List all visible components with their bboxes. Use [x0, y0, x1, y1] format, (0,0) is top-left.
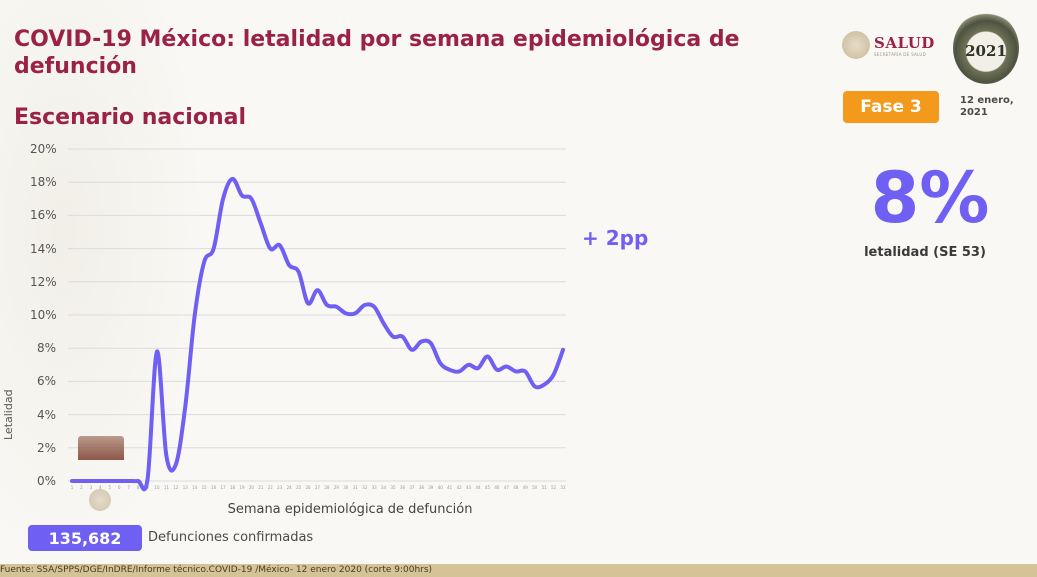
x-tick-label: 52 — [551, 485, 557, 490]
y-tick-label: 8% — [36, 341, 56, 356]
x-tick-label: 43 — [466, 485, 472, 490]
change-annotation: + 2pp — [582, 226, 649, 250]
national-seal-icon — [842, 31, 870, 59]
y-tick-label: 18% — [30, 175, 57, 190]
year-2021-logo: 2021 — [953, 12, 1019, 84]
monument-illustration-icon — [78, 436, 124, 460]
x-tick-label: 4 — [99, 485, 102, 490]
x-tick-label: 16 — [211, 485, 217, 490]
x-tick-label: 24 — [287, 485, 293, 490]
y-tick-label: 16% — [30, 208, 57, 223]
x-tick-label: 29 — [334, 485, 340, 490]
x-tick-label: 44 — [475, 485, 481, 490]
x-tick-label: 18 — [230, 485, 236, 490]
x-tick-label: 8 — [137, 485, 140, 490]
salud-logo-name: SALUD — [874, 33, 935, 52]
x-tick-label: 2 — [80, 485, 83, 490]
x-tick-label: 35 — [390, 485, 396, 490]
phase-badge: Fase 3 — [843, 91, 939, 123]
x-tick-label: 11 — [164, 485, 170, 490]
x-tick-label: 13 — [183, 485, 189, 490]
page-subtitle: Escenario nacional — [14, 105, 247, 130]
x-tick-label: 19 — [239, 485, 245, 490]
x-tick-label: 28 — [324, 485, 330, 490]
x-tick-label: 34 — [381, 485, 387, 490]
y-tick-label: 0% — [36, 474, 56, 488]
x-tick-label: 14 — [192, 485, 198, 490]
x-tick-label: 48 — [513, 485, 519, 490]
x-tick-label: 22 — [268, 485, 274, 490]
x-tick-label: 39 — [428, 485, 434, 490]
salud-logo: SALUD SECRETARÍA DE SALUD — [842, 28, 938, 62]
x-tick-label: 41 — [447, 485, 453, 490]
x-tick-label: 26 — [306, 485, 312, 490]
x-tick-label: 27 — [315, 485, 321, 490]
confirmed-deaths-count: 135,682 — [28, 525, 142, 551]
x-tick-label: 32 — [362, 485, 368, 490]
x-tick-label: 25 — [296, 485, 302, 490]
x-tick-label: 50 — [532, 485, 538, 490]
lethality-kpi-label: letalidad (SE 53) — [864, 245, 986, 260]
x-tick-label: 38 — [419, 485, 425, 490]
x-axis-label: Semana epidemiológica de defunción — [227, 502, 473, 517]
x-tick-label: 37 — [409, 485, 415, 490]
y-tick-label: 20% — [30, 142, 57, 156]
x-tick-label: 42 — [457, 485, 463, 490]
x-tick-label: 33 — [372, 485, 378, 490]
lethality-chart: 0% 2% 4% 6% 8% 10% 12% 14% 16% 18% 20% Letalidad 1… — [0, 140, 660, 530]
y-tick-label: 14% — [30, 241, 57, 256]
x-tick-label: 17 — [221, 485, 227, 490]
x-tick-label: 51 — [542, 485, 548, 490]
x-tick-label: 36 — [400, 485, 406, 490]
x-tick-label: 21 — [258, 485, 264, 490]
x-tick-label: 6 — [118, 485, 121, 490]
x-tick-label: 47 — [504, 485, 510, 490]
page-title: COVID-19 México: letalidad por semana ep… — [14, 27, 740, 79]
x-tick-label: 46 — [494, 485, 500, 490]
x-tick-label: 20 — [249, 485, 255, 490]
x-tick-label: 5 — [108, 485, 111, 490]
confirmed-deaths-label: Defunciones confirmadas — [148, 530, 314, 545]
x-tick-label: 40 — [438, 485, 444, 490]
y-tick-label: 12% — [30, 274, 57, 289]
y-tick-label: 2% — [36, 440, 56, 455]
x-tick-label: 49 — [523, 485, 529, 490]
x-tick-label: 1 — [71, 485, 74, 490]
y-tick-label: 4% — [36, 407, 56, 422]
year-logo-text: 2021 — [965, 42, 1007, 60]
x-tick-label: 53 — [560, 485, 566, 490]
y-tick-label: 10% — [30, 308, 57, 322]
x-tick-label: 10 — [154, 485, 160, 490]
x-tick-label: 45 — [485, 485, 491, 490]
small-seal-icon — [89, 489, 111, 511]
x-tick-label: 30 — [343, 485, 349, 490]
chart-plot-area: 1 2 3 4 5 6 7 8 9 10 11 12 13 14 15 16 17 18 19 20 21 22 23 24 2… — [68, 148, 566, 492]
x-tick-label: 3 — [90, 485, 93, 490]
x-tick-label: 23 — [277, 485, 283, 490]
salud-logo-sub: SECRETARÍA DE SALUD — [874, 51, 926, 57]
lethality-kpi-value: 8% — [870, 157, 990, 239]
x-tick-label: 9 — [146, 485, 149, 490]
x-tick-label: 31 — [353, 485, 359, 490]
source-footer: Fuente: SSA/SPPS/DGE/InDRE/Informe técni… — [0, 564, 1037, 577]
x-tick-label: 7 — [127, 485, 130, 490]
report-date: 12 enero, 2021 — [960, 95, 1014, 118]
y-tick-label: 6% — [36, 374, 56, 389]
x-tick-label: 12 — [173, 485, 179, 490]
x-tick-label: 15 — [202, 485, 208, 490]
lethality-line — [70, 176, 565, 492]
